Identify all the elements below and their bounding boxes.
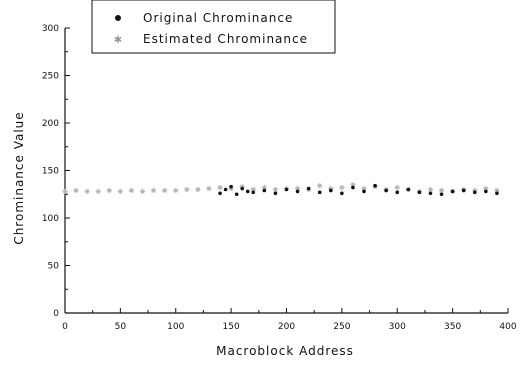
y-tick-label: 300 — [42, 24, 59, 34]
estimated-point — [195, 186, 201, 193]
original-point — [317, 190, 322, 195]
original-point — [461, 188, 466, 193]
estimated-point — [151, 187, 157, 194]
y-tick-label: 50 — [48, 262, 60, 272]
x-axis-label: Macroblock Address — [216, 344, 354, 358]
original-point — [495, 191, 499, 196]
x-tick-label: 50 — [115, 322, 127, 332]
x-tick-label: 400 — [499, 322, 516, 332]
legend-original-label: Original Chrominance — [143, 11, 293, 25]
original-point — [295, 189, 300, 194]
y-tick-label: 150 — [42, 167, 59, 177]
estimated-point — [73, 187, 79, 194]
legend: Original Chrominance ✱ Estimated Chromin… — [91, 0, 336, 54]
y-tick-label: 100 — [42, 214, 59, 224]
estimated-point — [95, 188, 101, 194]
original-point — [362, 189, 366, 194]
x-tick-label: 300 — [389, 322, 406, 332]
original-point — [373, 183, 377, 188]
legend-original-marker — [115, 15, 121, 21]
x-tick-label: 150 — [223, 322, 240, 332]
estimated-point — [438, 187, 445, 194]
estimated-point — [162, 187, 168, 194]
original-point — [284, 187, 289, 192]
original-point — [262, 188, 267, 193]
estimated-point — [62, 188, 68, 194]
estimated-point — [128, 187, 135, 194]
original-point — [384, 188, 388, 193]
x-tick-group: 0 50 100 150 200 250 300 350 400 — [62, 308, 517, 332]
estimated-point — [317, 183, 323, 189]
original-point — [273, 191, 278, 196]
legend-estimated-marker: ✱ — [114, 35, 122, 46]
estimated-point — [106, 187, 112, 194]
original-point — [240, 186, 244, 191]
original-point — [351, 185, 355, 190]
estimated-point — [117, 188, 123, 194]
original-point — [306, 186, 311, 191]
estimated-point — [173, 187, 179, 194]
x-tick-label: 200 — [278, 322, 295, 332]
original-point — [245, 189, 250, 194]
estimated-point — [427, 186, 434, 193]
estimated-point — [350, 182, 356, 188]
y-tick-label: 0 — [53, 309, 59, 319]
y-tick-label: 250 — [42, 72, 59, 82]
original-point — [251, 190, 256, 195]
original-point — [472, 190, 477, 195]
estimated-point — [84, 188, 90, 194]
original-point — [406, 187, 411, 192]
original-point — [223, 187, 228, 192]
original-point — [439, 192, 444, 197]
original-point — [428, 191, 433, 196]
y-axis-label: Chrominance Value — [12, 111, 26, 244]
original-point — [234, 192, 239, 197]
original-point — [329, 188, 333, 193]
estimated-point — [339, 185, 345, 191]
plot-area: 0 50 100 150 200 250 300 350 400 0 50 100 150 200 250… — [42, 24, 517, 332]
estimated-point — [139, 188, 146, 194]
original-point — [218, 191, 222, 196]
estimated-point — [272, 186, 279, 193]
estimated-point — [394, 185, 400, 191]
original-point — [417, 190, 422, 195]
original-point — [395, 190, 400, 195]
x-tick-label: 250 — [333, 322, 350, 332]
x-tick-label: 100 — [167, 322, 184, 332]
series-estimated-chrominance — [62, 182, 500, 194]
estimated-point — [184, 186, 190, 193]
original-point — [340, 191, 344, 196]
original-point — [229, 184, 233, 189]
x-tick-label: 350 — [444, 322, 461, 332]
original-point — [484, 189, 488, 194]
estimated-point — [483, 185, 489, 192]
y-tick-label: 200 — [42, 119, 59, 129]
series-original-chrominance — [218, 183, 499, 197]
y-tick-group: 0 50 100 150 200 250 300 — [42, 24, 70, 319]
x-tick-label: 0 — [62, 322, 68, 332]
estimated-point — [206, 185, 212, 192]
estimated-point — [361, 185, 367, 192]
original-point — [450, 189, 455, 194]
legend-box — [91, 0, 336, 54]
legend-estimated-label: Estimated Chrominance — [143, 32, 308, 46]
estimated-point — [217, 185, 223, 191]
